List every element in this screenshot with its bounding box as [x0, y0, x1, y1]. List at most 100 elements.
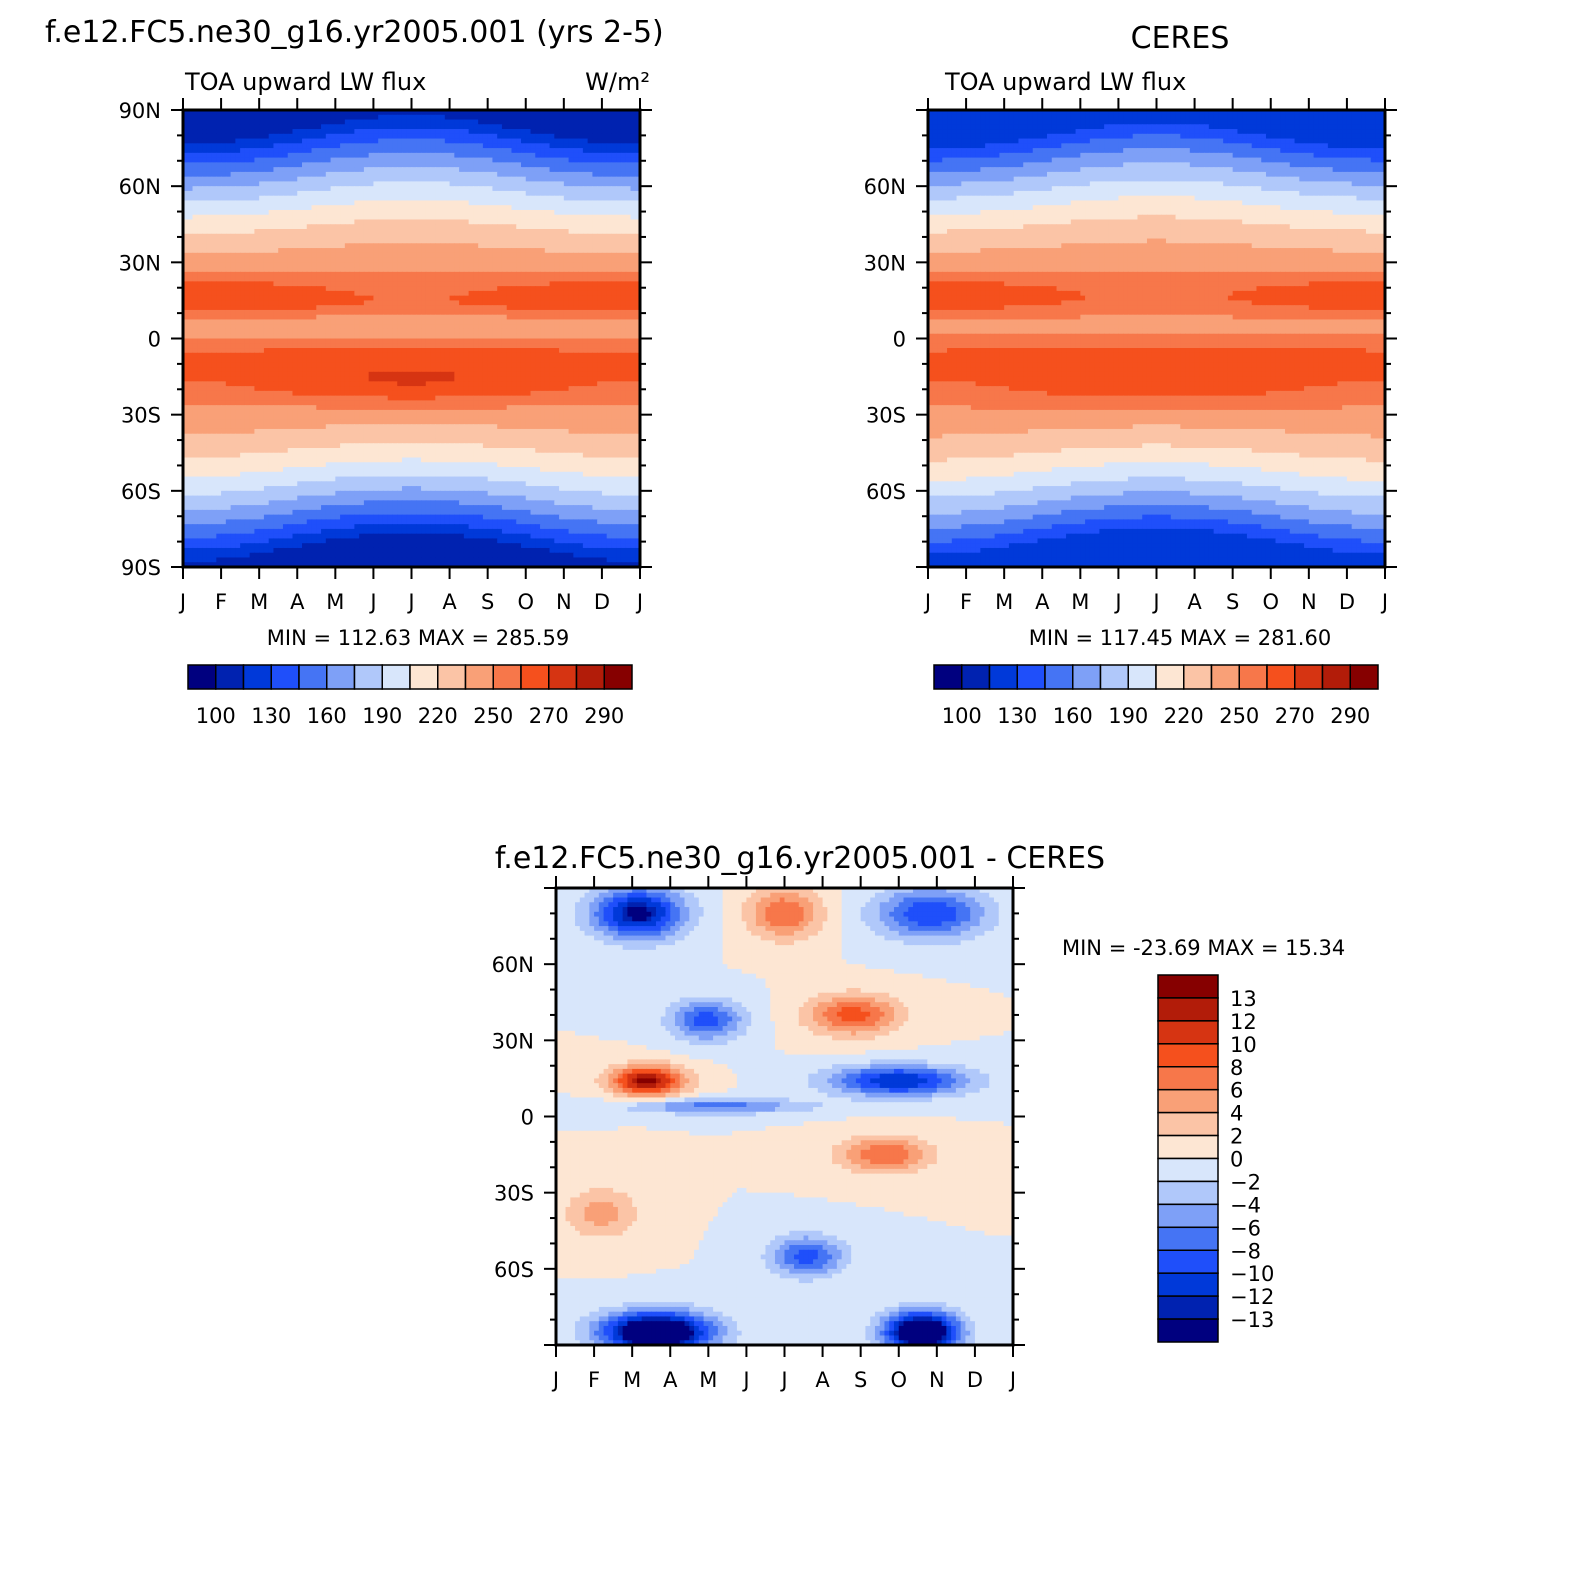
field-cell — [578, 229, 583, 234]
field-cell — [607, 215, 612, 220]
field-cell — [354, 286, 359, 291]
field-cell — [226, 162, 231, 167]
field-cell — [188, 253, 193, 258]
field-cell — [250, 186, 255, 191]
field-cell — [431, 277, 436, 282]
field-cell — [492, 281, 497, 286]
field-cell — [369, 267, 374, 272]
field-cell — [188, 162, 193, 167]
field-cell — [216, 253, 221, 258]
field-cell — [250, 300, 255, 305]
field-cell — [431, 143, 436, 148]
field-cell — [250, 315, 255, 320]
field-cell — [630, 305, 635, 310]
field-cell — [602, 343, 607, 348]
field-cell — [540, 115, 545, 120]
field-cell — [616, 315, 621, 320]
field-cell — [492, 153, 497, 158]
field-cell — [431, 158, 436, 163]
field-cell — [459, 324, 464, 329]
field-cell — [478, 253, 483, 258]
field-cell — [578, 200, 583, 205]
field-cell — [188, 291, 193, 296]
field-cell — [392, 353, 397, 358]
field-cell — [531, 162, 536, 167]
field-cell — [421, 305, 426, 310]
field-cell — [478, 305, 483, 310]
field-cell — [216, 158, 221, 163]
field-cell — [240, 339, 245, 344]
field-cell — [364, 315, 369, 320]
field-cell — [597, 172, 602, 177]
field-cell — [611, 115, 616, 120]
field-cell — [302, 219, 307, 224]
field-cell — [569, 339, 574, 344]
field-cell — [583, 272, 588, 277]
field-cell — [488, 181, 493, 186]
field-cell — [469, 186, 474, 191]
field-cell — [535, 305, 540, 310]
field-cell — [507, 272, 512, 277]
field-cell — [288, 177, 293, 182]
field-cell — [440, 296, 445, 301]
field-cell — [373, 205, 378, 210]
field-cell — [597, 253, 602, 258]
field-cell — [431, 339, 436, 344]
field-cell — [573, 305, 578, 310]
field-cell — [583, 234, 588, 239]
field-cell — [516, 334, 521, 339]
field-cell — [488, 153, 493, 158]
field-cell — [497, 139, 502, 144]
field-cell — [221, 239, 226, 244]
field-cell — [350, 329, 355, 334]
field-cell — [554, 253, 559, 258]
field-cell — [373, 196, 378, 201]
field-cell — [597, 224, 602, 229]
field-cell — [364, 329, 369, 334]
field-cell — [592, 210, 597, 215]
field-cell — [445, 139, 450, 144]
field-cell — [592, 296, 597, 301]
field-cell — [212, 329, 217, 334]
field-cell — [202, 296, 207, 301]
field-cell — [297, 300, 302, 305]
field-cell — [483, 258, 488, 263]
field-cell — [202, 210, 207, 215]
field-cell — [464, 300, 469, 305]
field-cell — [464, 305, 469, 310]
field-cell — [302, 253, 307, 258]
field-cell — [502, 153, 507, 158]
field-cell — [335, 239, 340, 244]
field-cell — [397, 224, 402, 229]
field-cell — [378, 267, 383, 272]
field-cell — [273, 215, 278, 220]
field-cell — [497, 205, 502, 210]
field-cell — [254, 348, 259, 353]
field-cell — [212, 167, 217, 172]
field-cell — [259, 210, 264, 215]
field-cell — [250, 153, 255, 158]
field-cell — [231, 334, 236, 339]
field-cell — [354, 272, 359, 277]
field-cell — [307, 172, 312, 177]
field-cell — [502, 205, 507, 210]
field-cell — [540, 172, 545, 177]
field-cell — [611, 167, 616, 172]
field-cell — [611, 215, 616, 220]
field-cell — [340, 172, 345, 177]
field-cell — [450, 162, 455, 167]
field-cell — [292, 158, 297, 163]
field-cell — [526, 215, 531, 220]
field-cell — [264, 334, 269, 339]
field-cell — [278, 258, 283, 263]
field-cell — [359, 139, 364, 144]
field-cell — [511, 167, 516, 172]
field-cell — [188, 277, 193, 282]
field-cell — [592, 239, 597, 244]
field-cell — [326, 205, 331, 210]
field-cell — [259, 339, 264, 344]
field-cell — [212, 267, 217, 272]
field-cell — [488, 172, 493, 177]
field-cell — [483, 124, 488, 129]
field-cell — [459, 267, 464, 272]
